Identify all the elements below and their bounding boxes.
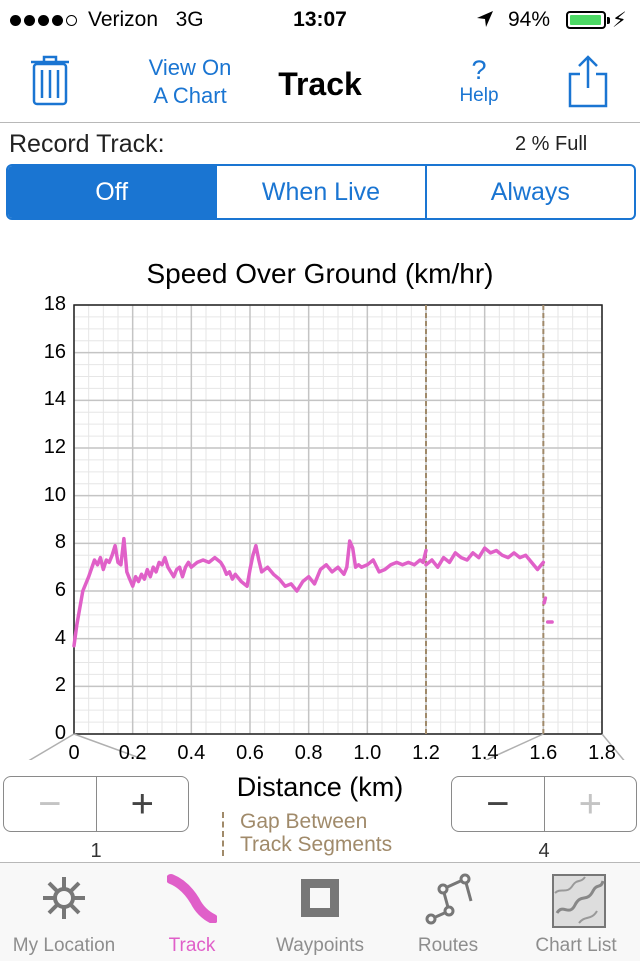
- help-icon: ?: [471, 55, 487, 85]
- y-tick-label: 18: [43, 293, 66, 315]
- gap-legend-label: Gap Between Track Segments: [240, 810, 393, 856]
- tab-label: Track: [168, 935, 216, 956]
- y-tick-label: 10: [43, 483, 66, 506]
- page-title: Track: [278, 66, 362, 102]
- my-location-icon: [43, 877, 85, 919]
- tab-routes[interactable]: Routes: [384, 863, 512, 961]
- tab-label: Routes: [417, 935, 479, 956]
- carrier-name: Verizon 3G: [88, 8, 204, 31]
- y-tick-label: 16: [43, 340, 66, 363]
- tab-track[interactable]: Track: [128, 863, 256, 961]
- x-tick-label: 1.4: [470, 742, 499, 764]
- y-tick-label: 14: [43, 388, 66, 411]
- plot-frame: [73, 304, 603, 735]
- x-tick-label: 1.2: [412, 742, 440, 764]
- record-option-when-live[interactable]: When Live: [215, 166, 424, 218]
- record-track-label: Record Track:: [9, 130, 165, 158]
- tab-bar: My Location Track Waypoints Routes Chart…: [0, 862, 640, 961]
- right-stepper-plus-button[interactable]: +: [543, 777, 637, 831]
- chart-title: Speed Over Ground (km/hr): [146, 258, 494, 289]
- x-tick-label: 1.6: [529, 742, 558, 764]
- speed-series-line: [424, 546, 546, 572]
- y-tick-label: 8: [54, 531, 66, 554]
- tab-chart-list[interactable]: Chart List: [512, 863, 640, 961]
- speed-series-line: [72, 536, 428, 648]
- waypoints-icon: [301, 879, 339, 917]
- x-tick-label: 0.2: [118, 742, 147, 764]
- tab-label: Waypoints: [276, 935, 364, 956]
- left-stepper-minus-button[interactable]: −: [38, 781, 62, 826]
- location-arrow-icon: [477, 11, 493, 27]
- x-tick-label: 0: [68, 742, 80, 764]
- record-option-always[interactable]: Always: [424, 166, 634, 218]
- y-tick-label: 6: [54, 579, 66, 601]
- battery-icon: [566, 11, 610, 29]
- left-stepper-plus-button[interactable]: +: [95, 777, 189, 831]
- help-button[interactable]: ? Help: [446, 56, 512, 108]
- track-icon: [167, 874, 217, 923]
- right-stepper-minus-button[interactable]: −: [486, 781, 510, 826]
- x-tick-label: 1.0: [353, 742, 382, 764]
- signal-strength-icon: [10, 8, 80, 32]
- record-option-off[interactable]: Off: [8, 166, 216, 218]
- navigation-bar: View On A Chart Track ? Help: [0, 40, 640, 123]
- charging-icon: ⚡: [612, 9, 627, 32]
- y-tick-label: 2: [54, 674, 66, 697]
- left-stepper: − +: [3, 776, 189, 832]
- tab-waypoints[interactable]: Waypoints: [256, 863, 384, 961]
- y-tick-label: 4: [54, 626, 66, 649]
- x-tick-label: 1.8: [588, 742, 616, 764]
- x-axis-label: Distance (km): [236, 772, 404, 802]
- gap-legend-icon: [222, 812, 224, 856]
- battery-percent: 94%: [508, 8, 551, 31]
- x-tick-label: 0.8: [294, 742, 323, 764]
- left-stepper-value: 1: [90, 840, 102, 862]
- share-icon[interactable]: [566, 54, 610, 110]
- y-tick-label: 0: [54, 722, 66, 744]
- tab-label: My Location: [12, 935, 116, 956]
- routes-icon: [425, 873, 473, 925]
- speed-series-line: [542, 596, 548, 605]
- trash-icon[interactable]: [30, 54, 70, 106]
- right-stepper: − +: [451, 776, 637, 832]
- tab-label: Chart List: [535, 935, 617, 956]
- record-track-segmented-control: Off When Live Always: [6, 164, 636, 220]
- y-tick-label: 12: [43, 436, 66, 458]
- right-stepper-value: 4: [538, 840, 550, 862]
- chart-list-icon: [552, 874, 606, 928]
- status-time: 13:07: [293, 8, 347, 31]
- view-on-chart-button[interactable]: View On A Chart: [148, 55, 232, 108]
- x-tick-label: 0.6: [236, 742, 264, 764]
- track-storage-full: 2 % Full: [515, 133, 588, 155]
- status-bar: Verizon 3G 13:07 94% ⚡: [0, 0, 640, 40]
- x-tick-label: 0.4: [177, 742, 206, 764]
- tab-my-location[interactable]: My Location: [0, 863, 128, 961]
